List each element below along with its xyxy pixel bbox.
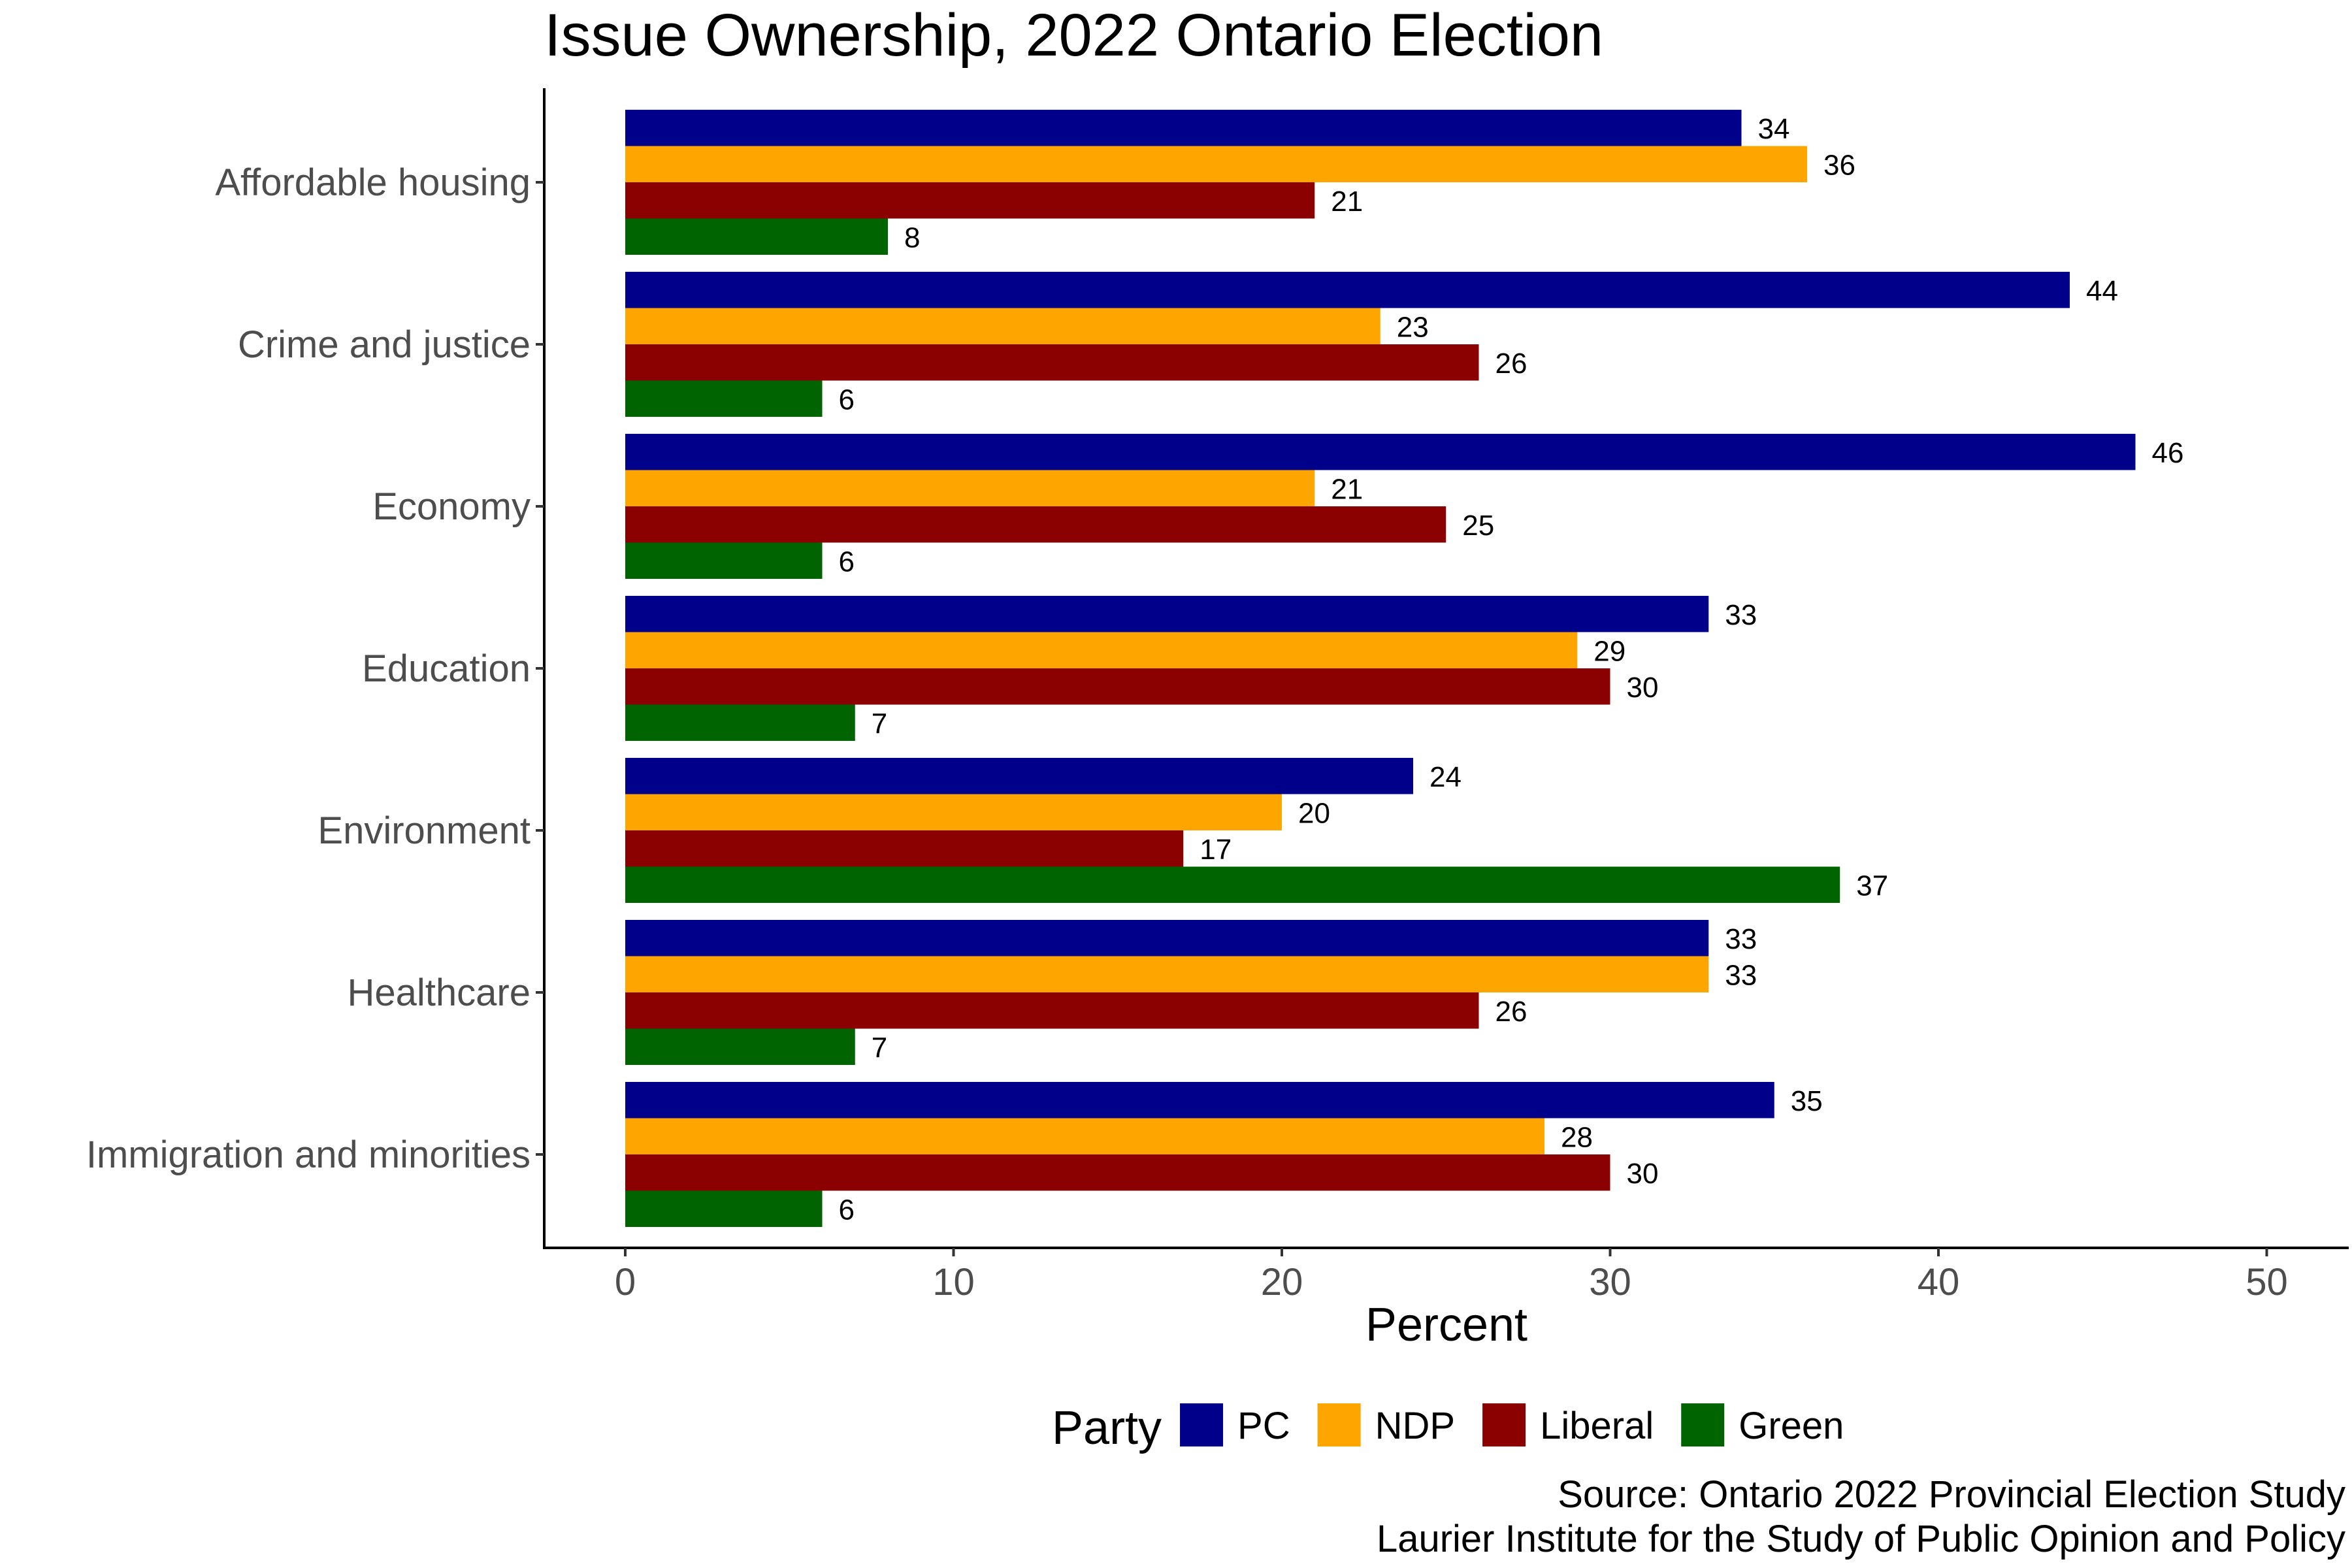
bar-healthcare-ndp [625,956,1708,993]
x-tick-label-50: 50 [2246,1261,2288,1303]
legend-key-ndp [1318,1403,1361,1446]
data-label-healthcare-green: 7 [872,1032,887,1064]
bar-area: 3436218442326646212563329307242017373333… [625,110,2183,1227]
x-tick-label-10: 10 [932,1261,975,1303]
y-tick-label-economy: Economy [372,485,531,528]
bar-immigration-and-minorities-liberal [625,1154,1610,1191]
data-label-affordable-housing-pc: 34 [1758,113,1790,145]
data-label-environment-liberal: 17 [1200,834,1232,866]
y-tick-label-immigration-and-minorities: Immigration and minorities [86,1134,531,1176]
caption-institute: Laurier Institute for the Study of Publi… [1377,1518,2345,1560]
data-label-education-pc: 33 [1725,599,1757,631]
y-tick-label-education: Education [362,647,531,690]
bar-healthcare-pc [625,920,1708,956]
bar-economy-liberal [625,506,1446,543]
bar-immigration-and-minorities-green [625,1191,823,1228]
bar-affordable-housing-pc [625,110,1742,146]
x-axis-title: Percent [1365,1299,1527,1351]
legend-key-green [1681,1403,1724,1446]
legend-title: Party [1052,1402,1162,1454]
x-tick-label-20: 20 [1261,1261,1303,1303]
x-axis: 0 10 20 30 40 50 [615,1248,2288,1303]
chart-title: Issue Ownership, 2022 Ontario Election [544,2,1603,69]
y-tick-label-healthcare: Healthcare [348,972,531,1014]
data-label-economy-liberal: 25 [1462,510,1494,542]
data-label-education-liberal: 30 [1627,672,1659,704]
legend-key-liberal [1482,1403,1526,1446]
x-tick-label-40: 40 [1918,1261,1960,1303]
bar-education-green [625,705,855,742]
data-label-crime-and-justice-green: 6 [839,384,855,416]
bar-crime-and-justice-pc [625,272,2070,308]
legend-label-green: Green [1739,1405,1844,1447]
y-tick-label-environment: Environment [318,809,531,852]
data-label-healthcare-ndp: 33 [1725,959,1757,991]
data-label-immigration-and-minorities-ndp: 28 [1561,1121,1593,1153]
data-label-environment-ndp: 20 [1298,797,1330,829]
data-label-affordable-housing-ndp: 36 [1823,149,1855,181]
y-axis: Affordable housing Crime and justice Econo… [86,161,544,1176]
bar-affordable-housing-ndp [625,146,1807,183]
bar-environment-ndp [625,794,1282,831]
data-label-environment-green: 37 [1856,870,1888,902]
data-label-crime-and-justice-pc: 44 [2086,275,2118,307]
caption: Source: Ontario 2022 Provincial Election… [1377,1473,2345,1560]
legend-key-pc [1180,1403,1223,1446]
caption-source: Source: Ontario 2022 Provincial Election… [1558,1473,2345,1516]
bar-education-ndp [625,632,1577,669]
data-label-crime-and-justice-ndp: 23 [1397,311,1429,343]
bar-economy-ndp [625,470,1315,507]
data-label-crime-and-justice-liberal: 26 [1495,348,1527,380]
data-label-healthcare-pc: 33 [1725,923,1757,955]
legend-label-ndp: NDP [1375,1405,1455,1447]
data-label-immigration-and-minorities-liberal: 30 [1627,1158,1659,1190]
x-tick-label-0: 0 [615,1261,636,1303]
bar-crime-and-justice-ndp [625,308,1380,345]
data-label-affordable-housing-green: 8 [904,221,920,253]
bar-affordable-housing-liberal [625,182,1315,219]
legend-label-pc: PC [1237,1405,1290,1447]
data-label-economy-ndp: 21 [1331,473,1363,505]
data-label-economy-pc: 46 [2152,437,2184,469]
bar-healthcare-liberal [625,992,1479,1029]
bar-economy-green [625,543,823,580]
bar-environment-liberal [625,830,1183,867]
data-label-immigration-and-minorities-green: 6 [839,1194,855,1226]
data-label-education-green: 7 [872,708,887,740]
bar-environment-green [625,867,1840,904]
bar-immigration-and-minorities-pc [625,1082,1774,1119]
legend: Party PC NDP Liberal Green [1052,1402,1844,1454]
data-label-environment-pc: 24 [1429,761,1462,793]
data-label-economy-green: 6 [839,546,855,578]
bar-environment-pc [625,758,1413,794]
bar-education-liberal [625,668,1610,705]
legend-label-liberal: Liberal [1540,1405,1654,1447]
bar-education-pc [625,596,1708,632]
bar-healthcare-green [625,1029,855,1066]
bar-immigration-and-minorities-ndp [625,1119,1544,1155]
data-label-healthcare-liberal: 26 [1495,996,1527,1028]
bar-economy-pc [625,434,2136,470]
bar-crime-and-justice-green [625,381,823,417]
data-label-affordable-housing-liberal: 21 [1331,186,1363,218]
data-label-immigration-and-minorities-pc: 35 [1791,1085,1823,1117]
bar-affordable-housing-green [625,219,888,255]
bar-crime-and-justice-liberal [625,344,1479,381]
y-tick-label-affordable-housing: Affordable housing [215,161,531,204]
x-tick-label-30: 30 [1589,1261,1631,1303]
data-label-education-ndp: 29 [1593,635,1625,667]
y-tick-label-crime-and-justice: Crime and justice [238,323,531,366]
